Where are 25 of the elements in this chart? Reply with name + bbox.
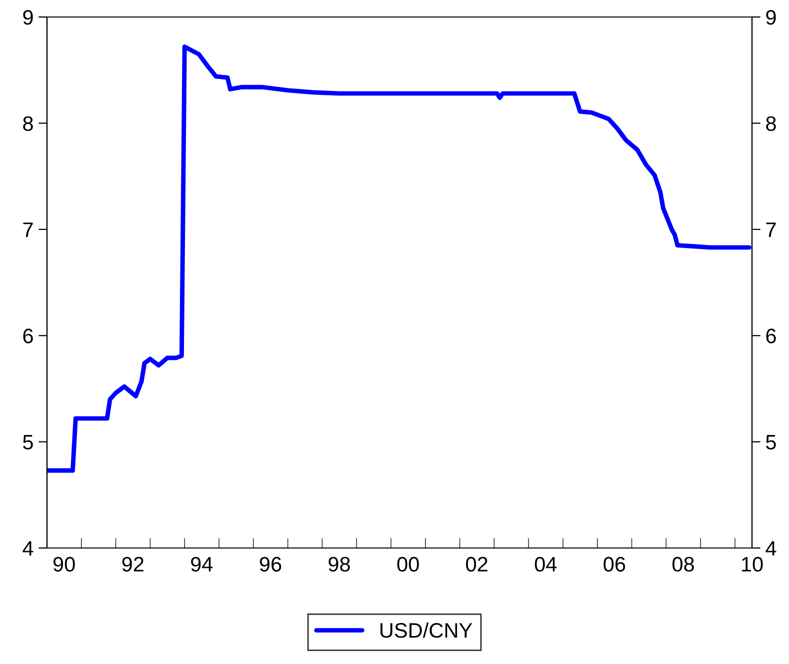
x-tick-label: 04 (534, 556, 557, 572)
x-tick-label: 98 (328, 556, 350, 572)
x-tick-label: 08 (672, 556, 694, 572)
y-tick-label: 5 (23, 435, 33, 450)
x-tick-label: 90 (53, 556, 75, 572)
x-tick-label: 10 (742, 556, 763, 572)
x-tick-label: 00 (397, 556, 419, 572)
x-tick-label: 96 (260, 556, 282, 572)
y-tick-label: 8 (23, 116, 33, 131)
y2-tick-label: 4 (766, 541, 776, 556)
y-tick-label: 9 (23, 10, 33, 25)
line-series (47, 44, 752, 473)
y2-tick-label: 7 (766, 222, 776, 237)
y2-tick-label: 8 (766, 116, 776, 131)
y2-tick-label: 6 (766, 328, 776, 344)
y-tick-label: 6 (23, 328, 33, 344)
x-tick-label: 06 (604, 556, 626, 572)
y2-tick-label: 5 (766, 435, 776, 450)
x-tick-label: 94 (191, 556, 213, 572)
y-tick-label: 4 (22, 541, 34, 556)
y-tick-label: 7 (23, 222, 33, 237)
legend-label: USD/CNY (380, 622, 472, 638)
x-tick-label: 02 (466, 556, 488, 572)
x-tick-label: 92 (122, 556, 144, 572)
y2-tick-label: 9 (766, 10, 776, 25)
